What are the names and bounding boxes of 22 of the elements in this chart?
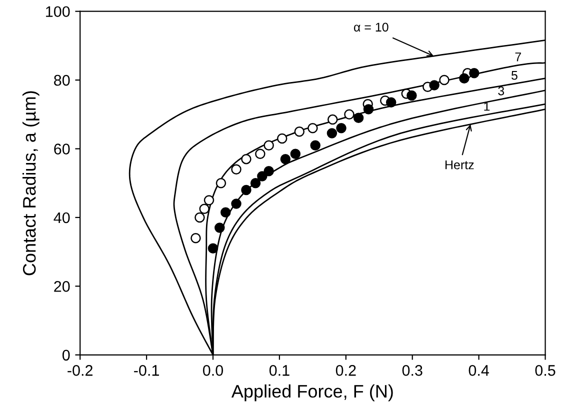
y-tick-label: 100 — [46, 6, 70, 18]
y-tick-label: 80 — [54, 74, 70, 86]
y-axis-title: Contact Radius, a (µm) — [22, 91, 40, 276]
x-tick-label: 0.4 — [468, 365, 489, 376]
y-tick-label: 0 — [62, 350, 70, 361]
series-label: 1 — [484, 102, 490, 111]
series-label: 3 — [498, 86, 504, 96]
series-label: 7 — [515, 52, 521, 62]
x-tick-label: 0.0 — [202, 365, 224, 376]
x-tick-label: 0.1 — [269, 365, 290, 376]
x-tick-label: 0.2 — [336, 365, 356, 376]
legend-label: Hertz — [445, 160, 474, 170]
x-tick-label: 0.3 — [402, 365, 422, 376]
text: α = 10 — [354, 22, 388, 32]
x-tick-label: -0.2 — [68, 365, 92, 376]
series-label: 5 — [512, 71, 518, 80]
y-tick-label: 20 — [54, 281, 70, 292]
x-axis-title: Applied Force, F (N) — [231, 384, 393, 402]
x-tick-label: -0.1 — [134, 365, 159, 376]
x-tick-label: 0.5 — [535, 365, 556, 376]
y-tick-label: 60 — [54, 144, 70, 154]
y-tick-label: 40 — [54, 212, 70, 224]
